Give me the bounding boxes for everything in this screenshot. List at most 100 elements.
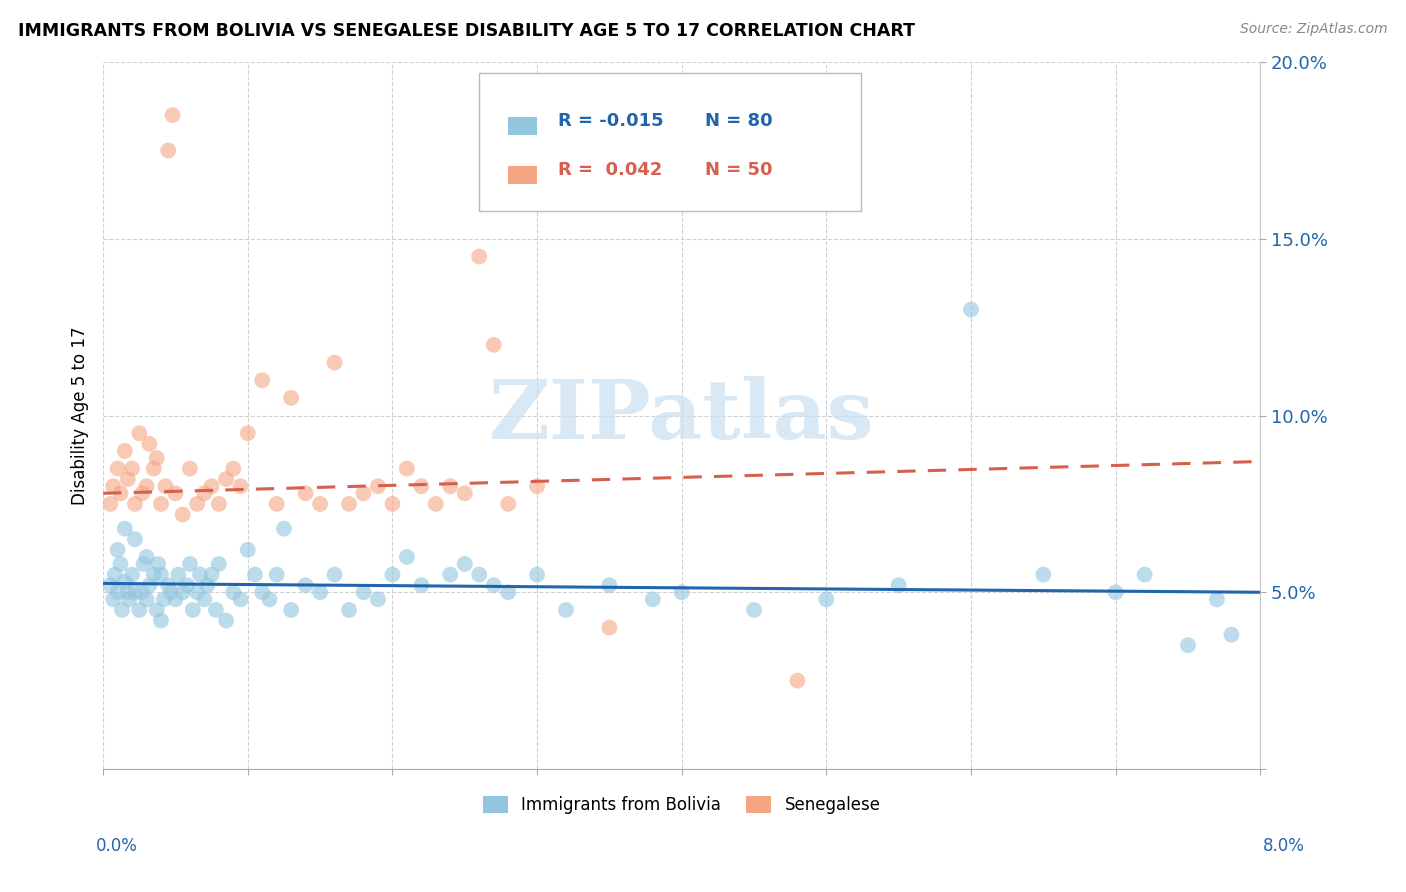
Point	[236, 426, 259, 441]
Point	[124, 533, 146, 547]
Point	[337, 497, 360, 511]
Point	[205, 603, 228, 617]
Point	[215, 614, 238, 628]
Point	[107, 461, 129, 475]
Point	[252, 373, 274, 387]
Point	[671, 585, 693, 599]
Point	[367, 479, 389, 493]
Point	[215, 472, 238, 486]
Point	[132, 557, 155, 571]
Point	[252, 585, 274, 599]
Point	[482, 338, 505, 352]
Point	[273, 522, 295, 536]
Point	[121, 461, 143, 475]
Point	[381, 497, 404, 511]
Point	[367, 592, 389, 607]
Point	[124, 585, 146, 599]
Point	[145, 450, 167, 465]
FancyBboxPatch shape	[508, 167, 537, 184]
Point	[138, 437, 160, 451]
Point	[222, 461, 245, 475]
Point	[165, 592, 187, 607]
Point	[193, 592, 215, 607]
Point	[526, 479, 548, 493]
Point	[195, 578, 218, 592]
Point	[482, 578, 505, 592]
Point	[598, 621, 620, 635]
Point	[165, 486, 187, 500]
Point	[110, 557, 132, 571]
Point	[323, 355, 346, 369]
Point	[162, 108, 184, 122]
Point	[1177, 638, 1199, 652]
Point	[309, 497, 332, 511]
Text: R =  0.042: R = 0.042	[558, 161, 662, 179]
Point	[153, 592, 176, 607]
Point	[135, 549, 157, 564]
Point	[110, 486, 132, 500]
Point	[323, 567, 346, 582]
Point	[425, 497, 447, 511]
Point	[186, 497, 208, 511]
Point	[124, 497, 146, 511]
Point	[111, 603, 134, 617]
Point	[146, 557, 169, 571]
Point	[98, 497, 121, 511]
Point	[201, 479, 224, 493]
Legend: Immigrants from Bolivia, Senegalese: Immigrants from Bolivia, Senegalese	[477, 789, 887, 821]
Point	[103, 479, 125, 493]
Point	[236, 542, 259, 557]
Point	[131, 486, 153, 500]
Text: N = 80: N = 80	[704, 112, 772, 130]
Point	[179, 461, 201, 475]
Point	[1206, 592, 1229, 607]
Point	[150, 614, 173, 628]
Point	[150, 567, 173, 582]
Point	[114, 574, 136, 589]
Point	[1105, 585, 1128, 599]
Point	[454, 557, 477, 571]
Point	[135, 592, 157, 607]
Point	[454, 486, 477, 500]
Point	[496, 585, 519, 599]
Point	[208, 497, 231, 511]
Point	[887, 578, 910, 592]
Point	[439, 567, 461, 582]
Point	[117, 472, 139, 486]
Point	[229, 592, 252, 607]
Point	[555, 603, 578, 617]
Point	[155, 479, 177, 493]
Point	[121, 567, 143, 582]
Point	[104, 567, 127, 582]
Point	[309, 585, 332, 599]
Point	[468, 250, 491, 264]
Point	[98, 578, 121, 592]
Point	[181, 603, 204, 617]
Point	[186, 585, 208, 599]
Point	[167, 567, 190, 582]
Point	[107, 542, 129, 557]
Point	[259, 592, 281, 607]
Point	[114, 443, 136, 458]
Point	[395, 461, 418, 475]
Point	[222, 585, 245, 599]
Point	[294, 578, 316, 592]
Point	[157, 144, 180, 158]
Point	[118, 592, 141, 607]
Text: 0.0%: 0.0%	[96, 837, 138, 855]
Point	[266, 567, 288, 582]
Point	[114, 522, 136, 536]
Point	[395, 549, 418, 564]
Point	[280, 391, 302, 405]
Point	[172, 508, 194, 522]
FancyBboxPatch shape	[479, 73, 860, 211]
Point	[145, 603, 167, 617]
Point	[103, 592, 125, 607]
Point	[150, 497, 173, 511]
Point	[468, 567, 491, 582]
Point	[131, 585, 153, 599]
Point	[107, 585, 129, 599]
Text: IMMIGRANTS FROM BOLIVIA VS SENEGALESE DISABILITY AGE 5 TO 17 CORRELATION CHART: IMMIGRANTS FROM BOLIVIA VS SENEGALESE DI…	[18, 22, 915, 40]
Point	[208, 557, 231, 571]
Point	[1220, 628, 1243, 642]
